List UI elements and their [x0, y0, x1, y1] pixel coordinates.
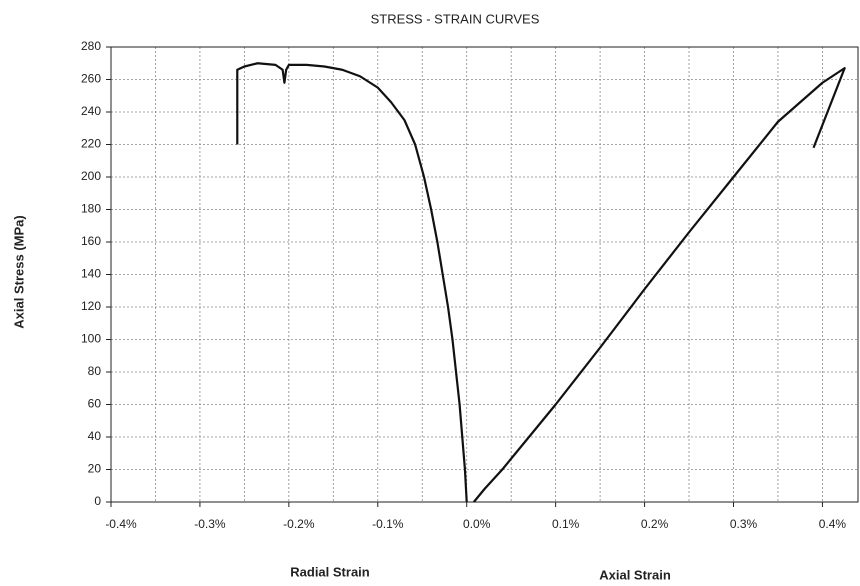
y-tick-label: 200 [81, 169, 101, 183]
series-line [472, 67, 846, 503]
y-tick-label: 120 [81, 299, 101, 313]
x-tick-label: 0.4% [819, 517, 847, 531]
x-tick-label: -0.4% [105, 517, 137, 531]
y-tick-label: 100 [81, 332, 101, 346]
x-axis-title: Axial Strain [599, 567, 671, 582]
y-tick-label: 160 [81, 234, 101, 248]
x-tick-label: 0.0% [463, 517, 491, 531]
y-tick-label: 60 [88, 397, 102, 411]
y-tick-label: 0 [94, 494, 101, 508]
x-tick-label: -0.1% [372, 517, 404, 531]
y-tick-label: 180 [81, 202, 101, 216]
y-tick-label: 280 [81, 39, 101, 53]
y-tick-label: 240 [81, 104, 101, 118]
x-tick-label: 0.3% [730, 517, 758, 531]
x-tick-label: -0.3% [194, 517, 226, 531]
x-tick-label: 0.2% [641, 517, 669, 531]
plot-frame [110, 46, 859, 503]
x-tick-label: -0.2% [283, 517, 315, 531]
y-tick-label: 80 [88, 364, 102, 378]
series-line [236, 62, 468, 503]
x-axis-title: Radial Strain [290, 564, 370, 579]
x-tick-label: 0.1% [552, 517, 580, 531]
y-tick-label: 40 [88, 429, 102, 443]
y-tick-label: 220 [81, 137, 101, 151]
chart-title: STRESS - STRAIN CURVES [371, 11, 540, 26]
y-tick-label: 20 [88, 462, 102, 476]
y-tick-label: 260 [81, 72, 101, 86]
y-axis-title: Axial Stress (MPa) [11, 215, 26, 328]
y-tick-label: 140 [81, 267, 101, 281]
